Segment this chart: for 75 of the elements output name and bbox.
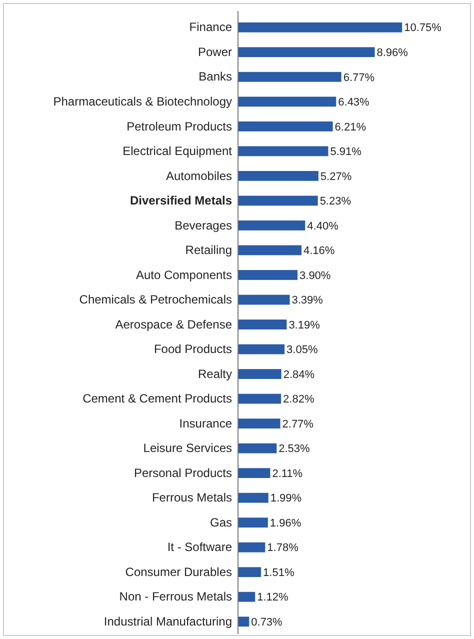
data-label: 10.75% xyxy=(404,22,442,34)
y-tick-label: Aerospace & Defense xyxy=(115,317,232,332)
bar xyxy=(238,468,270,478)
bar xyxy=(238,270,298,280)
y-tick-label: Leisure Services xyxy=(143,441,232,456)
bar xyxy=(238,47,375,58)
data-label: 4.40% xyxy=(307,220,339,232)
bar xyxy=(238,294,290,305)
bar xyxy=(238,492,268,503)
bar xyxy=(238,616,250,627)
bar xyxy=(238,394,282,404)
y-tick-label: Auto Components xyxy=(136,268,232,282)
data-label: 1.96% xyxy=(270,517,302,530)
bar xyxy=(238,418,280,428)
data-label: 8.96% xyxy=(376,46,408,59)
data-label: 5.27% xyxy=(320,170,352,183)
data-label: 0.73% xyxy=(251,616,283,628)
bar xyxy=(238,567,262,578)
data-label: 1.12% xyxy=(257,592,289,604)
y-tick-label: Ferrous Metals xyxy=(152,490,232,505)
data-label: 6.77% xyxy=(343,72,375,84)
data-label: 3.90% xyxy=(300,270,331,282)
data-label: 3.05% xyxy=(286,344,318,356)
data-label: 2.77% xyxy=(282,418,314,430)
y-tick-label: Consumer Durables xyxy=(125,564,232,579)
bar xyxy=(238,245,302,256)
y-tick-label: Electrical Equipment xyxy=(122,144,233,158)
bar xyxy=(238,518,268,528)
data-label: 3.19% xyxy=(288,319,320,332)
y-tick-label: Insurance xyxy=(179,416,232,430)
data-label: 1.99% xyxy=(270,492,302,505)
y-tick-label: Non - Ferrous Metals xyxy=(119,590,232,604)
data-label: 3.39% xyxy=(292,294,324,307)
data-label: 2.53% xyxy=(278,443,310,456)
data-label: 1.78% xyxy=(267,542,299,554)
bar xyxy=(238,542,266,552)
bar xyxy=(238,146,328,156)
y-tick-label: Finance xyxy=(189,20,232,34)
y-tick-label: Banks xyxy=(198,70,232,84)
data-label: 4.16% xyxy=(303,245,335,258)
y-tick-label: Automobiles xyxy=(166,168,232,183)
bar xyxy=(238,220,306,230)
y-tick-label: Cement & Cement Products xyxy=(82,392,232,406)
data-label: 5.91% xyxy=(330,146,362,158)
y-tick-label: Gas xyxy=(210,515,232,530)
bar xyxy=(238,196,318,206)
y-tick-label: Pharmaceuticals & Biotechnology xyxy=(53,94,232,108)
bar xyxy=(238,592,256,602)
data-label: 2.11% xyxy=(272,468,303,480)
y-tick-label: Personal Products xyxy=(134,466,232,480)
bar xyxy=(238,369,282,379)
bar xyxy=(238,443,277,454)
y-tick-label: Industrial Manufacturing xyxy=(104,614,232,628)
bar xyxy=(238,96,336,107)
data-label: 5.23% xyxy=(320,196,352,208)
y-tick-label: Realty xyxy=(198,366,232,381)
bar xyxy=(238,22,402,32)
data-label: 6.21% xyxy=(334,121,366,134)
y-tick-label: Retailing xyxy=(185,243,232,258)
bar xyxy=(238,121,333,132)
y-tick-label: Power xyxy=(198,44,232,59)
data-label: 2.84% xyxy=(283,368,315,381)
y-tick-label: Diversified Metals xyxy=(130,194,232,208)
data-label: 2.82% xyxy=(283,394,314,406)
bar xyxy=(238,320,287,330)
data-label: 6.43% xyxy=(338,96,370,109)
y-tick-label: Food Products xyxy=(154,342,232,356)
bar xyxy=(238,344,285,354)
bar xyxy=(238,72,342,82)
y-tick-label: Chemicals & Petrochemicals xyxy=(79,292,232,307)
y-tick-label: Beverages xyxy=(174,218,232,232)
y-tick-label: It - Software xyxy=(167,540,232,554)
data-label: 1.51% xyxy=(263,566,294,579)
bar xyxy=(238,170,318,181)
y-tick-label: Petroleum Products xyxy=(126,119,232,134)
